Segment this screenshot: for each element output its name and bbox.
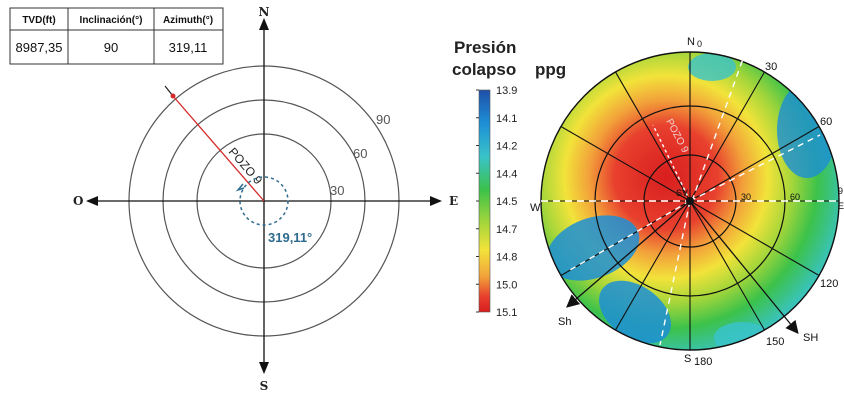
- table-frame: [9, 7, 224, 65]
- azimuth-arrow-icon: [235, 183, 245, 192]
- legend-tick-label: 14.7: [496, 224, 517, 236]
- polar-east-cut-label: 9: [838, 186, 843, 196]
- east-arrow-icon: [430, 196, 442, 206]
- cyan-lobe-south: [714, 322, 770, 350]
- polar-angle-60: 60: [820, 116, 832, 128]
- polar-spoke: [689, 200, 820, 276]
- compass-south-label: S: [260, 379, 269, 393]
- cyan-lobe-north: [688, 53, 736, 81]
- polar-inner-tick-60: 60: [790, 192, 800, 202]
- polar-spoke: [560, 126, 691, 202]
- sh-max-label: SH: [803, 332, 818, 344]
- compass-north-label: N: [259, 5, 270, 19]
- polar-spoke: [689, 126, 820, 202]
- azimuth-dashed-circle: [239, 176, 289, 226]
- legend-tick-label: 14.1: [496, 113, 517, 125]
- polar-dashed-sw: [569, 200, 691, 271]
- table-header-azimuth: Azimuth(°): [163, 15, 213, 26]
- legend-tick-label: 14.8: [496, 252, 517, 264]
- sh-min-label: Sh: [558, 316, 571, 328]
- table-header-tvd: TVD(ft): [22, 15, 55, 26]
- polar-north-value: 0: [697, 39, 702, 49]
- polar-dashed-e: [689, 134, 821, 202]
- polar-spoke: [615, 71, 691, 202]
- ring-label-90: 90: [376, 112, 390, 127]
- azimuth-value-label: 319,11°: [268, 230, 312, 245]
- legend-ticks: 13.9 14.1 14.2 14.4 14.5 14.7 14.8 15.0 15.1: [476, 85, 517, 319]
- polar-south-value: 180: [694, 356, 712, 368]
- north-arrow-icon: [259, 18, 269, 30]
- data-table: TVD(ft) Inclinación(°) Azimuth(°) 8987,3…: [9, 7, 224, 65]
- polar-north-label: N: [687, 36, 695, 48]
- polar-east-label: E: [838, 201, 844, 211]
- table-cell-inclination: 90: [104, 40, 118, 55]
- polar-dashed-ne: [691, 55, 745, 202]
- legend-tick-label: 13.9: [496, 85, 517, 97]
- legend-tick-label: 14.2: [496, 141, 517, 153]
- sh-max-arrow: [689, 200, 799, 335]
- table-cell-azimuth: 319,11: [169, 40, 208, 55]
- legend-tick-label: 14.4: [496, 168, 517, 180]
- compass-east-label: E: [449, 194, 458, 208]
- polar-west-label: W: [530, 202, 541, 214]
- compass-west-label: O: [73, 194, 83, 208]
- blue-lobe-east: [777, 82, 837, 178]
- table-header-inclination: Inclinación(°): [80, 15, 143, 26]
- legend-title-line1: Presión: [454, 38, 516, 57]
- polar-center-label: SV: [676, 188, 688, 198]
- polar-inner-tick-30: 30: [741, 192, 751, 202]
- color-legend: Presión colapso ppg 13.9 14.1 14.2 14.4 14.5…: [452, 38, 566, 319]
- well-label: POZO 9: [226, 145, 266, 188]
- ring-label-30: 30: [330, 183, 344, 198]
- table-cell-tvd: 8987,35: [16, 40, 63, 55]
- legend-tick-label: 15.0: [496, 279, 517, 291]
- legend-tick-label: 15.1: [496, 307, 517, 319]
- polar-angle-150: 150: [766, 336, 784, 348]
- polar-angle-120: 120: [820, 278, 838, 290]
- compass-diagram: N S E O 30 60 90 POZO 9 319,11°: [73, 5, 458, 393]
- south-arrow-icon: [259, 362, 269, 374]
- legend-title-line2: colapso: [452, 60, 516, 79]
- legend-colorbar: [478, 89, 491, 313]
- west-arrow-icon: [86, 196, 98, 206]
- polar-spoke: [689, 200, 765, 331]
- polar-dashed-s: [659, 200, 691, 346]
- well-marker: [170, 93, 176, 99]
- polar-well-line: [652, 124, 691, 202]
- sh-min-arrow: [566, 200, 691, 308]
- polar-plot: N 0 S 180 W E 9 30 60 120 150 SV 30 60 S…: [530, 36, 844, 368]
- well-trajectory-line: [172, 95, 265, 202]
- ring-label-60: 60: [353, 146, 367, 161]
- polar-spoke: [689, 71, 765, 202]
- legend-tick-label: 14.5: [496, 196, 517, 208]
- polar-spoke: [615, 200, 691, 331]
- polar-angle-30: 30: [765, 61, 777, 73]
- polar-south-label: S: [684, 353, 691, 365]
- legend-unit: ppg: [535, 60, 566, 79]
